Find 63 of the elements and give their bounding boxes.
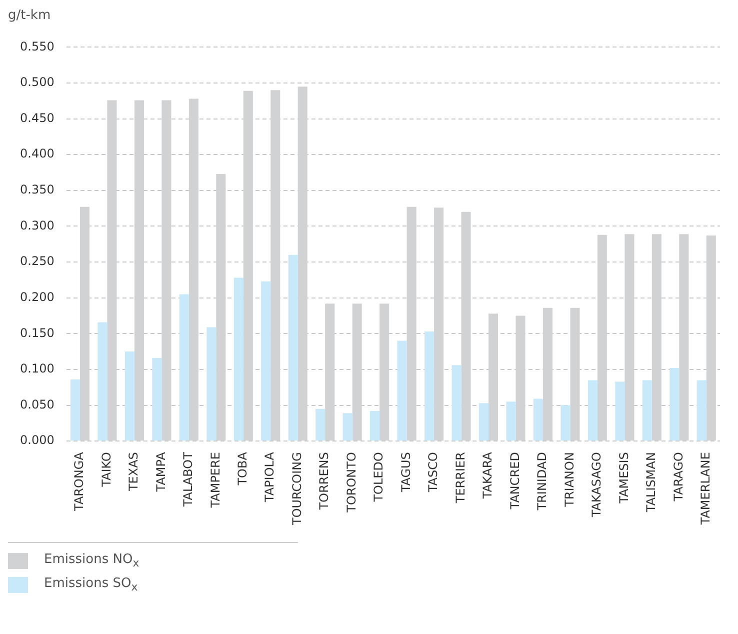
x-tick-label: TRIANON [562, 452, 576, 508]
bar [506, 402, 516, 441]
x-tick-label: TORONTO [344, 452, 358, 514]
y-tick-label: 0.150 [20, 326, 54, 340]
bar [370, 410, 380, 441]
x-tick-label: TOBA [236, 451, 250, 486]
y-tick-label: 0.000 [20, 433, 54, 448]
x-tick-label: TALISMAN [644, 452, 658, 514]
x-tick-label: TAKARA [480, 451, 495, 500]
bar [588, 380, 598, 441]
y-tick-label: 0.550 [20, 39, 54, 54]
bar [560, 405, 570, 441]
bar [179, 294, 189, 441]
x-tick-label: TARAGO [671, 452, 686, 502]
y-tick-label: 0.250 [20, 254, 54, 268]
y-tick-label: 0.500 [20, 75, 54, 90]
bar [642, 380, 652, 441]
bar [397, 340, 407, 441]
x-tick-label: TASCO [426, 452, 440, 494]
bar [533, 398, 543, 441]
bar [615, 382, 625, 441]
x-tick-label: TORRENS [317, 452, 332, 511]
x-tick-label: TAGUS [398, 452, 413, 494]
x-tick-label: TANCRED [508, 452, 522, 510]
x-tick-label: TAKASAGO [590, 452, 604, 518]
y-tick-label: 0.350 [20, 182, 54, 197]
bar [152, 358, 162, 441]
y-tick-label: 0.400 [20, 146, 54, 161]
x-tick-label: TALABOT [181, 451, 196, 508]
x-tick-label: TAIKO [99, 452, 114, 488]
bar [98, 322, 108, 441]
bar [70, 379, 80, 441]
y-tick-label: 0.100 [20, 362, 54, 376]
x-tick-label: TAMPERE [208, 452, 222, 509]
legend-label: Emissions SO$_{x}$ [44, 576, 138, 594]
x-tick-label: TAMERLANE [698, 452, 713, 526]
y-tick-label: 0.450 [20, 110, 54, 125]
x-tick-label: TAMESIS [616, 452, 631, 504]
bar [124, 352, 134, 441]
bar [288, 254, 298, 441]
y-tick-label: 0.050 [20, 397, 54, 412]
bar [452, 365, 462, 441]
x-tick-label: TARONGA [72, 451, 86, 512]
bar [696, 380, 706, 441]
x-tick-label: TAPIOLA [262, 451, 277, 504]
bar [316, 408, 326, 441]
y-axis-title: g/t-km [8, 8, 52, 25]
bar [206, 327, 216, 441]
legend-label: Emissions NO$_{x}$ [44, 552, 140, 570]
y-tick-label: 0.200 [20, 290, 54, 304]
bar [342, 413, 352, 441]
y-tick-label: 0.300 [20, 218, 54, 232]
x-tick-label: TOURCOING [290, 452, 304, 526]
bar [424, 331, 434, 441]
bar [261, 281, 271, 441]
bar [670, 368, 680, 441]
bar [478, 403, 488, 441]
x-tick-label: TRINIDAD [535, 452, 550, 512]
bar [234, 278, 244, 441]
x-tick-label: TERRIER [453, 452, 468, 504]
x-tick-label: TOLEDO [372, 452, 386, 503]
x-tick-label: TEXAS [126, 452, 141, 492]
x-tick-label: TAMPA [154, 451, 168, 493]
